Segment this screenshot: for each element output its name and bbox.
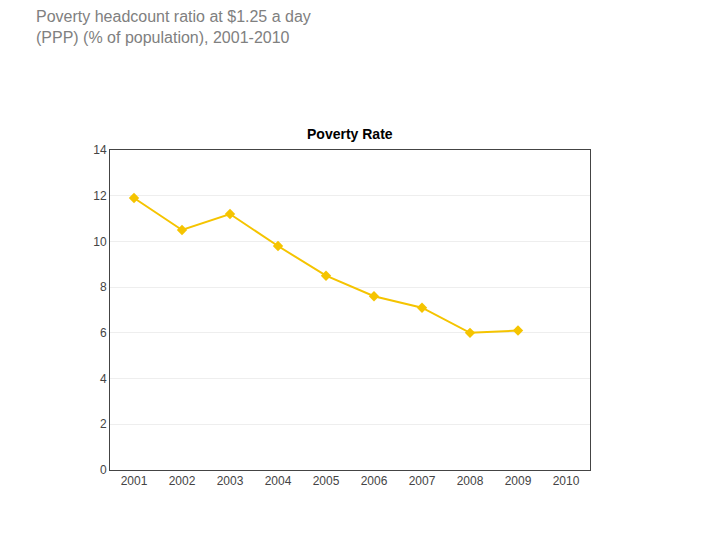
svg-text:12: 12 bbox=[93, 189, 107, 203]
svg-text:2: 2 bbox=[100, 417, 107, 431]
svg-text:2003: 2003 bbox=[217, 474, 244, 488]
svg-text:2005: 2005 bbox=[313, 474, 340, 488]
svg-text:Poverty Rate: Poverty Rate bbox=[307, 126, 393, 142]
svg-text:2007: 2007 bbox=[409, 474, 436, 488]
svg-text:8: 8 bbox=[100, 280, 107, 294]
svg-text:Poverty headcount ratio at $1.: Poverty headcount ratio at $1.25 a day(P… bbox=[36, 8, 311, 46]
svg-text:14: 14 bbox=[93, 143, 107, 157]
svg-text:10: 10 bbox=[93, 235, 107, 249]
svg-text:2006: 2006 bbox=[361, 474, 388, 488]
svg-text:2008: 2008 bbox=[457, 474, 484, 488]
svg-text:2004: 2004 bbox=[265, 474, 292, 488]
svg-text:2001: 2001 bbox=[121, 474, 148, 488]
svg-text:2010: 2010 bbox=[553, 474, 580, 488]
svg-text:6: 6 bbox=[100, 326, 107, 340]
svg-text:2009: 2009 bbox=[505, 474, 532, 488]
svg-text:4: 4 bbox=[100, 372, 107, 386]
svg-text:2002: 2002 bbox=[169, 474, 196, 488]
svg-text:0: 0 bbox=[100, 463, 107, 477]
